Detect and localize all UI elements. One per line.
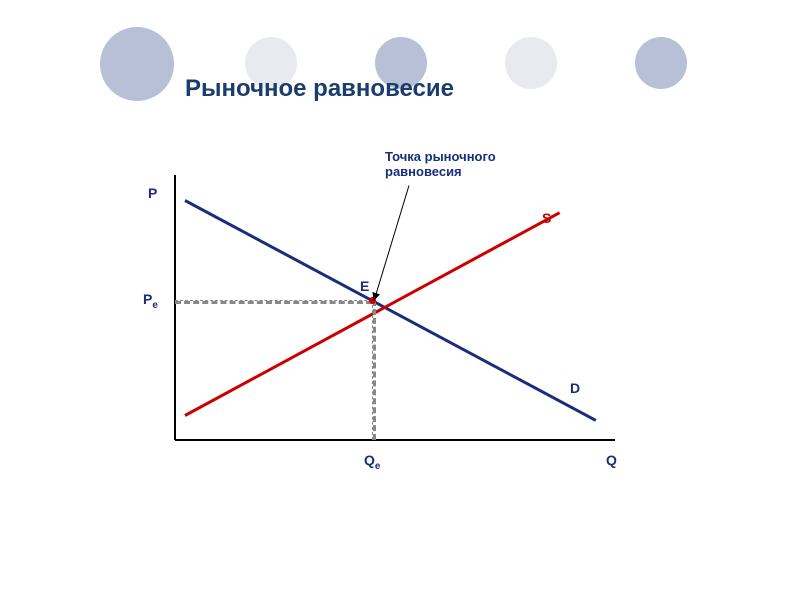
label-D: D xyxy=(570,380,580,396)
label-P: P xyxy=(148,185,157,201)
annotation-arrow-line xyxy=(375,185,410,297)
label-Pe: Pe xyxy=(143,291,158,311)
label-E: E xyxy=(360,278,369,294)
demand-line xyxy=(184,199,596,422)
y-axis xyxy=(174,175,176,440)
dashed-horizontal xyxy=(175,300,372,304)
x-axis xyxy=(175,439,615,441)
label-S: S xyxy=(542,210,551,226)
annotation-line1: Точка рыночного xyxy=(385,149,496,164)
annotation-text: Точка рыночного равновесия xyxy=(385,149,496,179)
annotation-line2: равновесия xyxy=(385,164,496,179)
dashed-vertical xyxy=(372,300,376,440)
circle-4 xyxy=(505,37,557,89)
circle-1 xyxy=(100,27,174,101)
circle-5 xyxy=(635,37,687,89)
page-title: Рыночное равновесие xyxy=(185,75,454,103)
label-Qe: Qe xyxy=(364,452,380,472)
label-Q: Q xyxy=(606,452,617,468)
